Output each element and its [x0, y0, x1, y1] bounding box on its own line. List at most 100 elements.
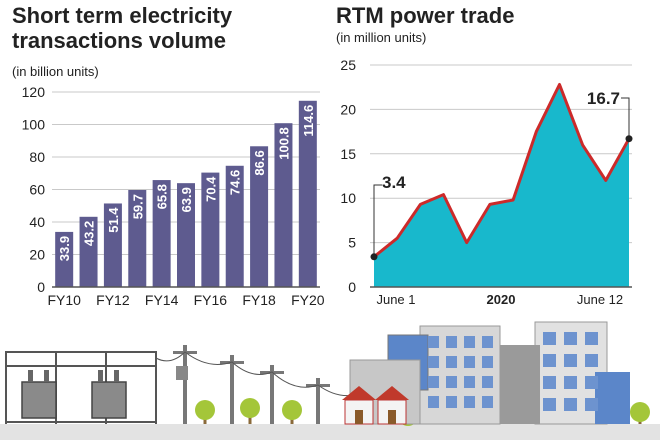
- area-x-tick-label: 2020: [487, 292, 516, 307]
- area-chart-subtitle: (in million units): [336, 30, 427, 45]
- area-y-tick-label: 20: [340, 101, 356, 117]
- bar-y-tick-label: 20: [29, 247, 45, 263]
- building-window: [585, 332, 598, 345]
- building-window: [464, 356, 475, 368]
- bar-value-label: 43.2: [82, 221, 97, 246]
- transformer-bushing: [114, 370, 119, 382]
- bar: [298, 100, 317, 288]
- bar-value-label: 51.4: [106, 207, 121, 233]
- bar-x-tick-label: FY16: [194, 292, 228, 308]
- building-window: [428, 376, 439, 388]
- bar: [128, 189, 147, 287]
- bar-value-label: 65.8: [155, 184, 170, 209]
- bar-value-label: 70.4: [203, 176, 218, 202]
- building: [595, 372, 630, 424]
- building-window: [446, 356, 457, 368]
- transformer: [21, 381, 57, 419]
- area-y-tick-label: 10: [340, 190, 356, 206]
- bar-value-label: 74.6: [228, 170, 243, 195]
- building-window: [464, 376, 475, 388]
- house-roof: [375, 386, 409, 400]
- building-window: [446, 396, 457, 408]
- bar-y-tick-label: 0: [37, 279, 45, 295]
- bar-value-label: 100.8: [276, 127, 291, 160]
- bar-chart-title-line-1: Short term electricity: [12, 3, 233, 28]
- pole-transformer: [176, 366, 188, 380]
- bar-chart-title-line-2: transactions volume: [12, 28, 226, 53]
- area-chart: 0 5 10 15 20 25 June 1 2020 June 12 3.4 16.7: [340, 57, 633, 307]
- building-window: [428, 356, 439, 368]
- transformer-bushing: [28, 370, 33, 382]
- transformer-bushing: [98, 370, 103, 382]
- building-window: [482, 376, 493, 388]
- bar-value-label: 86.6: [252, 150, 267, 175]
- building-window: [564, 376, 577, 389]
- annotation-label-end: 16.7: [587, 89, 620, 108]
- tree-canopy: [630, 402, 650, 422]
- building-window: [482, 396, 493, 408]
- tree-canopy: [195, 400, 215, 420]
- bar-value-label: 33.9: [57, 236, 72, 261]
- bar: [55, 231, 74, 287]
- building-window: [482, 336, 493, 348]
- skyline-illustration: [0, 321, 660, 440]
- power-pole: [183, 345, 187, 424]
- building-window: [585, 398, 598, 411]
- area-x-tick-label: June 12: [577, 292, 623, 307]
- area-fill: [374, 84, 629, 287]
- bar: [225, 165, 244, 287]
- ground: [0, 424, 660, 440]
- building-window: [564, 332, 577, 345]
- bar-chart-title: Short term electricity transactions volu…: [12, 3, 232, 53]
- bar-x-tick-label: FY10: [47, 292, 81, 308]
- building-window: [464, 396, 475, 408]
- area-chart-title: RTM power trade: [336, 3, 515, 28]
- tree-canopy: [240, 398, 260, 418]
- building-window: [564, 398, 577, 411]
- area-y-tick-label: 0: [348, 279, 356, 295]
- building-window: [585, 354, 598, 367]
- bar: [201, 172, 220, 287]
- building-window: [428, 396, 439, 408]
- annotation-marker-start: [370, 253, 378, 261]
- area-y-tick-label: 25: [340, 57, 356, 73]
- bar-y-tick-label: 60: [29, 182, 45, 198]
- building-window: [543, 332, 556, 345]
- house-door: [355, 410, 363, 424]
- bar-y-tick-label: 40: [29, 214, 45, 230]
- bar-x-tick-label: FY12: [96, 292, 130, 308]
- house-door: [388, 410, 396, 424]
- bar-value-label: 114.6: [301, 105, 316, 137]
- building-window: [543, 354, 556, 367]
- annotation-label-start: 3.4: [382, 173, 406, 192]
- bar-chart-subtitle: (in billion units): [12, 64, 99, 79]
- bar: [152, 180, 171, 287]
- building-window: [564, 354, 577, 367]
- building-window: [446, 376, 457, 388]
- building-window: [543, 376, 556, 389]
- area-y-tick-label: 15: [340, 146, 356, 162]
- building-window: [482, 356, 493, 368]
- bar-value-label: 59.7: [130, 194, 145, 219]
- bar: [103, 203, 122, 287]
- bar-x-tick-label: FY14: [145, 292, 179, 308]
- area-series-line: [373, 83, 631, 258]
- house-roof: [342, 386, 376, 400]
- bar-x-tick-label: FY18: [242, 292, 276, 308]
- bar: [177, 183, 195, 287]
- transformer: [91, 381, 127, 419]
- bar-y-tick-label: 100: [22, 117, 46, 133]
- bar-x-tick-label: FY20: [291, 292, 325, 308]
- bar-value-label: 63.9: [179, 187, 194, 212]
- power-pole: [230, 355, 234, 424]
- bar: [250, 146, 269, 287]
- area-x-tick-label: June 1: [376, 292, 415, 307]
- area-y-tick-label: 5: [348, 235, 356, 251]
- bar: [79, 216, 98, 287]
- power-line: [155, 351, 363, 397]
- building-window: [543, 398, 556, 411]
- annotation-marker-end: [625, 135, 633, 143]
- bar-y-tick-label: 120: [22, 84, 46, 100]
- transformer-bushing: [44, 370, 49, 382]
